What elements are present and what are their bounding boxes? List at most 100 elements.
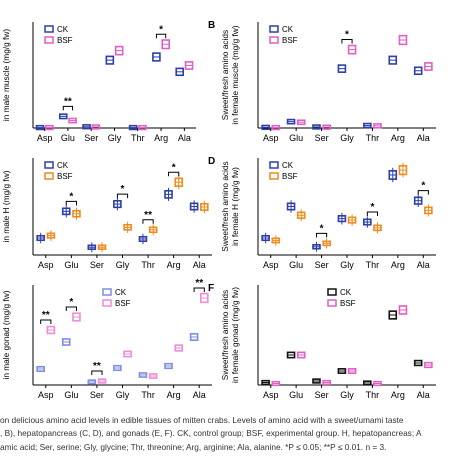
panel-e-xtick-label: Thr <box>141 390 155 400</box>
caption-line-3: amic acid; Ser, serine; Gly, glycine; Th… <box>0 441 387 452</box>
panel-c-sig-bracket <box>142 219 154 224</box>
panel-f-letter: F <box>208 283 214 294</box>
panel-d-legend-label-ck: CK <box>282 161 294 170</box>
panel-b-xtick-label: Glu <box>289 133 303 143</box>
panel-e-sig-mark: ** <box>42 310 50 321</box>
panel-e-legend-swatch-bsf <box>102 299 112 307</box>
panel-e-xtick-label: Arg <box>167 390 181 400</box>
panel-c-sig-mark: * <box>172 162 176 173</box>
panel-f-legend-label-ck: CK <box>340 288 352 297</box>
panel-f-legend-swatch-ck <box>327 288 337 296</box>
panel-a-legend-label-bsf: BSF <box>57 36 73 45</box>
panel-d-ylabel-1: Sweet/fresh amino acids <box>220 161 230 251</box>
panel-b-sig-mark: * <box>345 30 349 41</box>
panel-f-xtick-label: Arg <box>391 390 405 400</box>
panel-d-legend-swatch-ck <box>269 161 279 169</box>
panel-d-sig-mark: * <box>320 223 324 234</box>
panel-f-xtick-label: Ala <box>417 390 430 400</box>
panel-a-xtick-label: Ser <box>84 133 98 143</box>
panel-e-sig-mark: * <box>69 297 73 308</box>
panel-e-xtick-label: Asp <box>38 390 54 400</box>
panel-a-sig-bracket <box>155 33 167 39</box>
panel-d-sig-mark: * <box>370 202 374 213</box>
panel-d-xtick-label: Ser <box>315 260 329 270</box>
panel-f-ylabel-2: in female gonad (mg/g fw) <box>230 287 240 383</box>
panel-d-sig-bracket <box>366 211 379 217</box>
panel-c-legend-swatch-bsf <box>44 172 54 180</box>
panel-b-legend-label-bsf: BSF <box>282 36 298 45</box>
panel-a-xtick-label: Gly <box>108 133 122 143</box>
panel-e-legend-swatch-ck <box>102 288 112 296</box>
panel-d-xtick-label: Arg <box>391 260 405 270</box>
panel-e-sig-mark: ** <box>195 278 203 289</box>
panel-d-legend-label-bsf: BSF <box>282 172 298 181</box>
panel-f-xtick-label: Asp <box>263 390 279 400</box>
panel-d-xtick-label: Gly <box>340 260 354 270</box>
panel-c-xtick-label: Ser <box>90 260 104 270</box>
panel-d-legend-swatch-bsf <box>269 172 279 180</box>
panel-f-legend-swatch-bsf <box>327 299 337 307</box>
panel-a-legend-swatch-ck <box>44 25 54 33</box>
panel-e-sig-bracket <box>91 370 103 375</box>
panel-c-xtick-label: Thr <box>141 260 155 270</box>
panel-f-ylabel-1: Sweet/fresh amino acids <box>220 290 230 380</box>
panel-d-xtick-label: Glu <box>289 260 303 270</box>
panel-c-xtick-label: Ala <box>193 260 206 270</box>
panel-f-xtick-label: Glu <box>289 390 303 400</box>
panel-e-legend-label-ck: CK <box>115 288 127 297</box>
panel-c-legend-label-bsf: BSF <box>57 172 73 181</box>
panel-e-sig-bracket <box>40 319 52 324</box>
panel-d-sig-bracket <box>417 190 429 195</box>
panel-c-legend-swatch-ck <box>44 161 54 169</box>
figure-panels: in male muscle (mg/g fw) Asp Glu Ser Gly Thr A… <box>1 20 436 400</box>
panel-e-legend-label-bsf: BSF <box>115 299 131 308</box>
panel-a-legend-label-ck: CK <box>57 25 69 34</box>
panel-c-xtick-label: Asp <box>38 260 54 270</box>
panel-a-legend-swatch-bsf <box>44 36 54 44</box>
panel-f-xtick-label: Ser <box>315 390 329 400</box>
panel-c-sig-bracket <box>65 200 77 206</box>
panel-b-legend-swatch-bsf <box>269 36 279 44</box>
panel-e-sig-mark: ** <box>93 361 101 372</box>
panel-c-sig-mark: ** <box>144 210 152 221</box>
panel-b-xtick-label: Arg <box>391 133 405 143</box>
panel-c-xtick-label: Gly <box>116 260 130 270</box>
panel-d-letter: D <box>208 156 215 167</box>
panel-d-sig-mark: * <box>421 181 425 192</box>
panel-e-sig-bracket <box>65 306 77 311</box>
panel-f-legend-label-bsf: BSF <box>340 299 356 308</box>
panel-a-xtick-label: Asp <box>37 133 53 143</box>
panel-e-ylabel: in male gonad (mg/g fw) <box>1 290 11 379</box>
panel-c-ylabel: in male H (mg/g fw) <box>1 170 11 242</box>
caption-line-1: on delicious amino acid levels in edible… <box>0 415 404 425</box>
panel-c-xtick-label: Glu <box>64 260 78 270</box>
panel-a-sig-mark: ** <box>64 96 72 107</box>
panel-e-xtick-label: Glu <box>64 390 78 400</box>
panel-a-sig-mark: * <box>159 24 163 35</box>
panel-b-sig-bracket <box>341 39 353 44</box>
panel-e-xtick-label: Gly <box>116 390 130 400</box>
panel-f-xtick-label: Gly <box>340 390 354 400</box>
panel-a-ylabel: in male muscle (mg/g fw) <box>1 29 11 121</box>
panel-c-sig-bracket <box>168 171 180 177</box>
panel-b-legend-swatch-ck <box>269 25 279 33</box>
panel-d-sig-bracket <box>315 232 328 238</box>
panel-b-xtick-label: Asp <box>263 133 279 143</box>
panel-d-xtick-label: Asp <box>263 260 279 270</box>
panel-b-xtick-label: Ser <box>315 133 329 143</box>
panel-a-sig-bracket <box>62 105 74 111</box>
panel-b-xtick-label: Gly <box>340 133 354 143</box>
panel-b-ylabel-2: in female muscle (mg/g fw) <box>230 25 240 124</box>
panel-c-sig-mark: * <box>121 184 125 195</box>
panel-b-letter: B <box>208 20 215 31</box>
panel-c-xtick-label: Arg <box>167 260 181 270</box>
panel-c-sig-mark: * <box>69 191 73 202</box>
caption-line-2: , B), hepatopancreas (C, D), and gonads … <box>0 428 422 439</box>
panel-e-xtick-label: Ala <box>193 390 206 400</box>
panel-b-xtick-label: Thr <box>366 133 380 143</box>
panel-c-sig-bracket <box>116 193 129 199</box>
panel-a-xtick-label: Thr <box>131 133 145 143</box>
panel-a-xtick-label: Ala <box>178 133 191 143</box>
panel-b-legend-label-ck: CK <box>282 25 294 34</box>
figure-caption: on delicious amino acid levels in edible… <box>0 414 474 454</box>
